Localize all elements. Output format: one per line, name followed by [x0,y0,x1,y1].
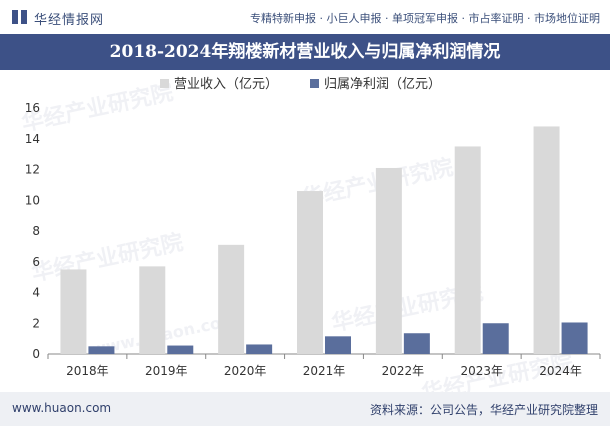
revenue-bar [139,266,166,354]
y-tick-label: 8 [32,224,40,238]
y-tick-label: 10 [25,193,40,207]
legend-label: 归属净利润（亿元） [324,77,441,92]
revenue-bar [218,244,245,354]
logo-icon [12,10,27,24]
x-tick-label: 2023年 [460,364,503,378]
net-profit-bar [88,346,115,354]
x-tick-label: 2022年 [382,364,425,378]
net-profit-bar [246,344,273,354]
bar-chart: 营业收入（亿元） 归属净利润（亿元） 0 2 4 6 8 10 12 14 16 2018年 2019年… [25,77,601,378]
net-profit-bar [403,333,430,354]
x-tick-label: 2019年 [145,364,188,378]
y-tick-label: 12 [25,163,40,177]
net-profit-bar [561,322,588,354]
net-profit-bar [167,345,194,354]
brand-name: 华经情报网 [34,13,105,28]
net-profit-bar [325,336,351,354]
top-bar: 华经情报网 专精特新申报 · 小巨人申报 · 单项冠军申报 · 市占率证明 · … [0,0,610,34]
x-tick-label: 2021年 [303,364,346,378]
footer-url[interactable]: www.huaon.com [12,401,112,415]
x-tick-label: 2024年 [539,364,582,378]
y-tick-label: 6 [32,255,40,269]
legend-label: 营业收入（亿元） [174,77,278,92]
y-tick-label: 14 [25,132,40,146]
header-tagline: 专精特新申报 · 小巨人申报 · 单项冠军申报 · 市占率证明 · 市场地位证明 [250,12,600,25]
y-tick-label: 0 [32,347,40,361]
legend-swatch [160,79,169,88]
revenue-bar [533,126,560,354]
footer-source: 资料来源：公司公告，华经产业研究院整理 [369,403,598,417]
revenue-bar [375,167,402,354]
y-tick-label: 16 [25,101,40,115]
footer: www.huaon.com 资料来源：公司公告，华经产业研究院整理 [0,392,610,426]
revenue-bar [454,146,481,354]
y-tick-label: 4 [32,286,40,300]
chart-title: 2018-2024年翔楼新材营业收入与归属净利润情况 [0,34,610,70]
x-tick-label: 2020年 [224,364,267,378]
legend-swatch [310,79,319,88]
revenue-bar [60,269,87,354]
revenue-bar [297,191,323,354]
y-tick-label: 2 [32,316,40,330]
net-profit-bar [482,323,509,354]
x-tick-label: 2018年 [66,364,109,378]
